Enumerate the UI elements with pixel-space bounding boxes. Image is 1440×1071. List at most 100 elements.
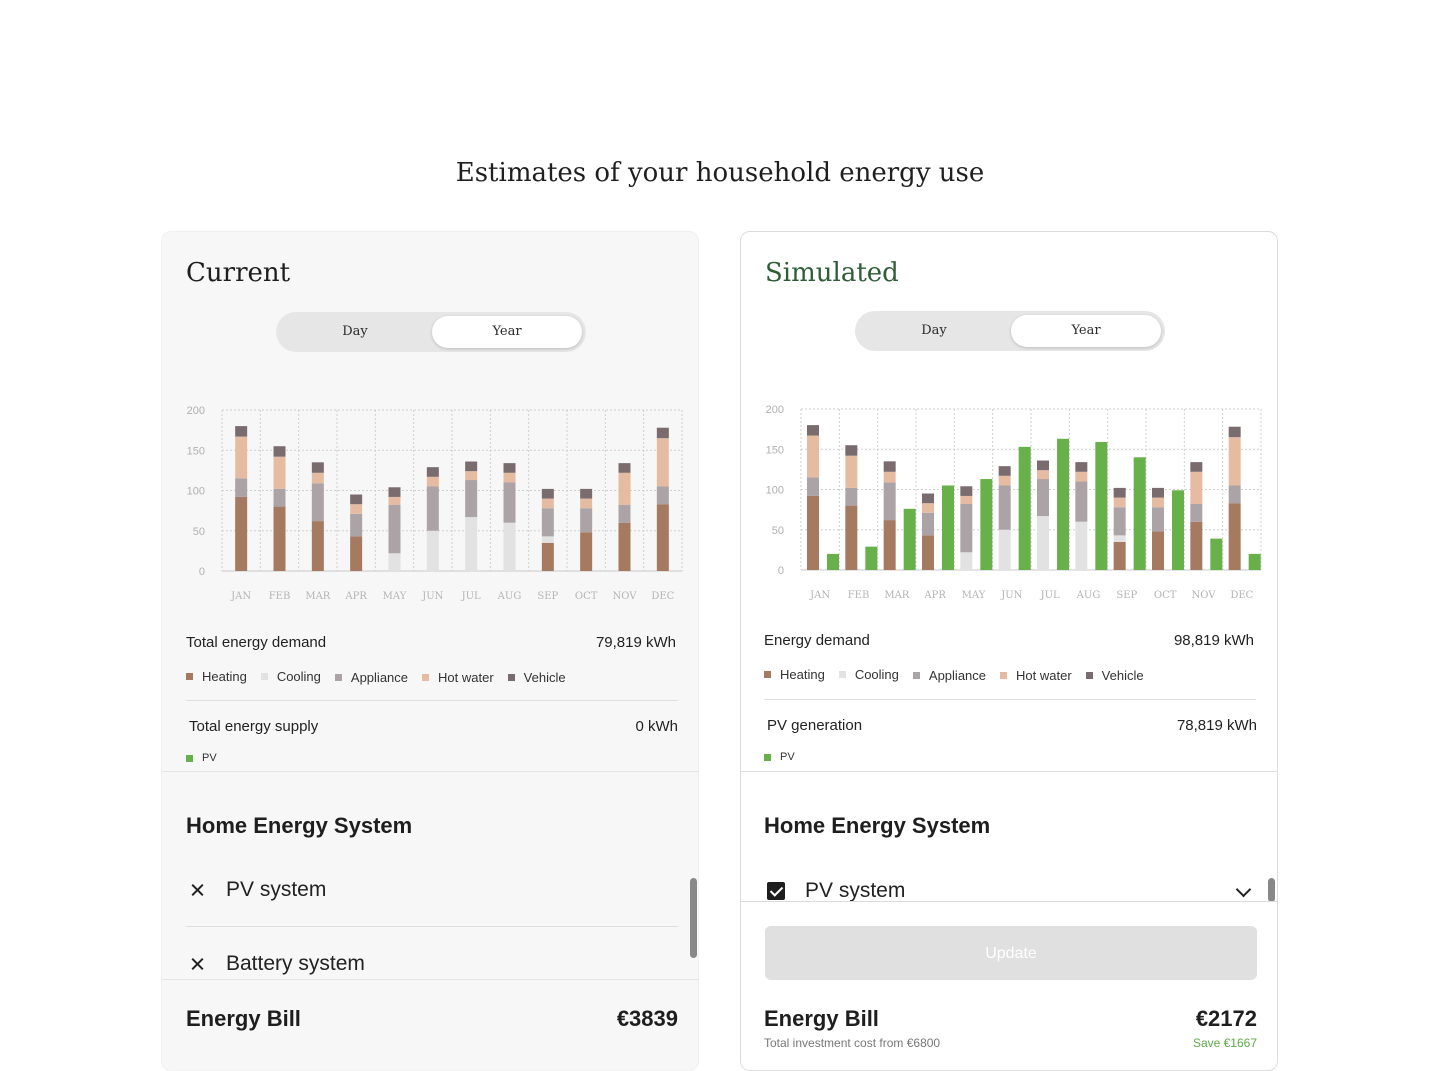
current-divider <box>186 700 678 701</box>
legend-heating: Heating <box>186 667 247 685</box>
simulated-supply-label: PV generation <box>767 717 863 734</box>
page-title: Estimates of your household energy use <box>455 158 985 188</box>
simulated-bar-pv-jul <box>1057 438 1069 570</box>
simulated-xtick-label: APR <box>923 590 946 601</box>
current-ytick-label: 0 <box>199 566 205 578</box>
current-bar-appliance-nov <box>618 504 631 523</box>
simulated-section-divider <box>741 771 1277 772</box>
legend-heating: Heating <box>764 665 825 683</box>
current-bar-hot_water-dec <box>656 438 669 487</box>
current-bar-appliance-mar <box>311 483 324 522</box>
current-demand-row: Total energy demand 79,819 kWh <box>186 634 676 654</box>
current-ytick-label: 50 <box>193 526 205 538</box>
simulated-bar-appliance-aug <box>1075 481 1088 522</box>
legend-hot-water-swatch <box>1000 672 1008 679</box>
simulated-bar-appliance-apr <box>922 512 934 536</box>
legend-hot-water: Hot water <box>1000 668 1072 683</box>
legend-heating-swatch <box>186 672 193 680</box>
current-bar-vehicle-dec <box>656 427 669 439</box>
current-bar-heating-apr <box>350 536 363 571</box>
current-battery-system-item[interactable]: Battery system <box>186 952 365 976</box>
simulated-bar-appliance-mar <box>883 482 896 521</box>
current-toggle-year[interactable]: Year <box>432 316 582 348</box>
simulated-toggle-day[interactable]: Day <box>921 323 947 338</box>
legend-vehicle: Vehicle <box>507 670 566 685</box>
current-bar-heating-nov <box>618 522 631 571</box>
simulated-bar-appliance-feb <box>845 487 858 506</box>
simulated-bill-value: €2172 <box>1195 1006 1257 1031</box>
current-ytick-label: 150 <box>187 445 205 457</box>
simulated-bar-heating-dec <box>1228 503 1241 570</box>
simulated-xtick-label: MAY <box>962 590 986 601</box>
simulated-bar-vehicle-jan <box>807 425 819 436</box>
current-bar-hot_water-jun <box>426 476 439 487</box>
simulated-bar-pv-jun <box>1018 446 1031 570</box>
update-button[interactable]: Update <box>765 926 1257 980</box>
current-bar-hot_water-feb <box>273 456 286 489</box>
current-bar-appliance-aug <box>503 482 516 523</box>
simulated-bar-cooling-may <box>960 552 973 570</box>
current-bar-hot_water-aug <box>503 472 516 483</box>
current-bar-appliance-may <box>388 504 401 554</box>
current-toggle-day[interactable]: Day <box>342 324 368 339</box>
current-xtick-label: AUG <box>497 591 522 602</box>
simulated-supply-legend: PV <box>764 751 809 763</box>
simulated-xtick-label: JUN <box>1000 590 1022 601</box>
simulated-pv-system-item[interactable]: PV system <box>767 879 905 903</box>
simulated-bar-appliance-oct <box>1152 507 1164 532</box>
current-bar-vehicle-jul <box>465 461 478 472</box>
current-xtick-label: NOV <box>613 591 638 602</box>
simulated-bar-vehicle-apr <box>922 493 934 504</box>
simulated-bar-vehicle-oct <box>1152 487 1164 498</box>
simulated-ytick-label: 0 <box>778 565 784 577</box>
current-demand-legend: Heating Cooling Appliance Hot water Vehi… <box>186 667 580 685</box>
current-bar-hot_water-jan <box>235 436 248 479</box>
current-xtick-label: JUN <box>421 591 443 602</box>
simulated-bar-vehicle-feb <box>845 445 858 456</box>
current-bar-appliance-feb <box>273 488 286 507</box>
current-bar-appliance-jul <box>465 480 478 518</box>
simulated-bar-vehicle-nov <box>1190 462 1203 472</box>
current-xtick-label: FEB <box>269 591 291 602</box>
legend-pv: PV <box>186 752 217 764</box>
simulated-scrollbar[interactable] <box>1268 878 1275 902</box>
current-bar-appliance-apr <box>350 513 363 537</box>
simulated-bar-hot_water-jul <box>1037 470 1049 480</box>
simulated-bar-hot_water-apr <box>922 503 934 513</box>
simulated-bar-appliance-sep <box>1113 507 1126 536</box>
simulated-ytick-label: 100 <box>766 485 784 497</box>
current-bar-vehicle-oct <box>580 488 593 499</box>
legend-vehicle: Vehicle <box>1085 668 1144 683</box>
current-pv-system-item[interactable]: PV system <box>186 878 326 902</box>
simulated-xtick-label: DEC <box>1230 590 1253 601</box>
current-demand-label: Total energy demand <box>186 634 327 651</box>
current-bill-value: €3839 <box>616 1006 678 1031</box>
simulated-bar-pv-may <box>980 479 993 570</box>
simulated-bar-hot_water-oct <box>1152 497 1164 508</box>
simulated-bar-heating-sep <box>1113 541 1126 570</box>
simulated-hes-title: Home Energy System <box>764 813 991 838</box>
simulated-bar-hot_water-dec <box>1228 437 1241 486</box>
simulated-supply-value: 78,819 kWh <box>1176 717 1257 734</box>
simulated-xtick-label: OCT <box>1154 590 1177 601</box>
simulated-bar-hot_water-mar <box>883 471 896 483</box>
current-bar-cooling-may <box>388 553 401 571</box>
simulated-xtick-label: JUL <box>1040 590 1060 601</box>
current-bar-hot_water-sep <box>541 498 554 509</box>
chevron-down-icon[interactable] <box>1235 881 1252 898</box>
simulated-bar-pv-oct <box>1172 490 1184 570</box>
simulated-pv-system-label: PV system <box>805 879 906 902</box>
simulated-toggle-year[interactable]: Year <box>1011 315 1161 347</box>
current-bar-cooling-aug <box>503 522 516 571</box>
current-bar-heating-oct <box>580 532 593 571</box>
legend-appliance-swatch <box>334 674 342 681</box>
current-scrollbar[interactable] <box>690 878 697 958</box>
checkbox-checked-icon[interactable] <box>767 882 785 900</box>
simulated-bar-vehicle-may <box>960 486 973 496</box>
legend-appliance-swatch <box>912 672 920 679</box>
current-bar-vehicle-jun <box>426 467 439 477</box>
simulated-savings: Save €1667 <box>1192 1036 1257 1050</box>
current-bar-heating-dec <box>656 504 669 571</box>
legend-cooling-swatch <box>260 672 268 680</box>
current-energy-chart: 0 50 100 150 200 JAN FEB MAR APR MAY JUN JUL AUG SEP O… <box>187 405 683 602</box>
